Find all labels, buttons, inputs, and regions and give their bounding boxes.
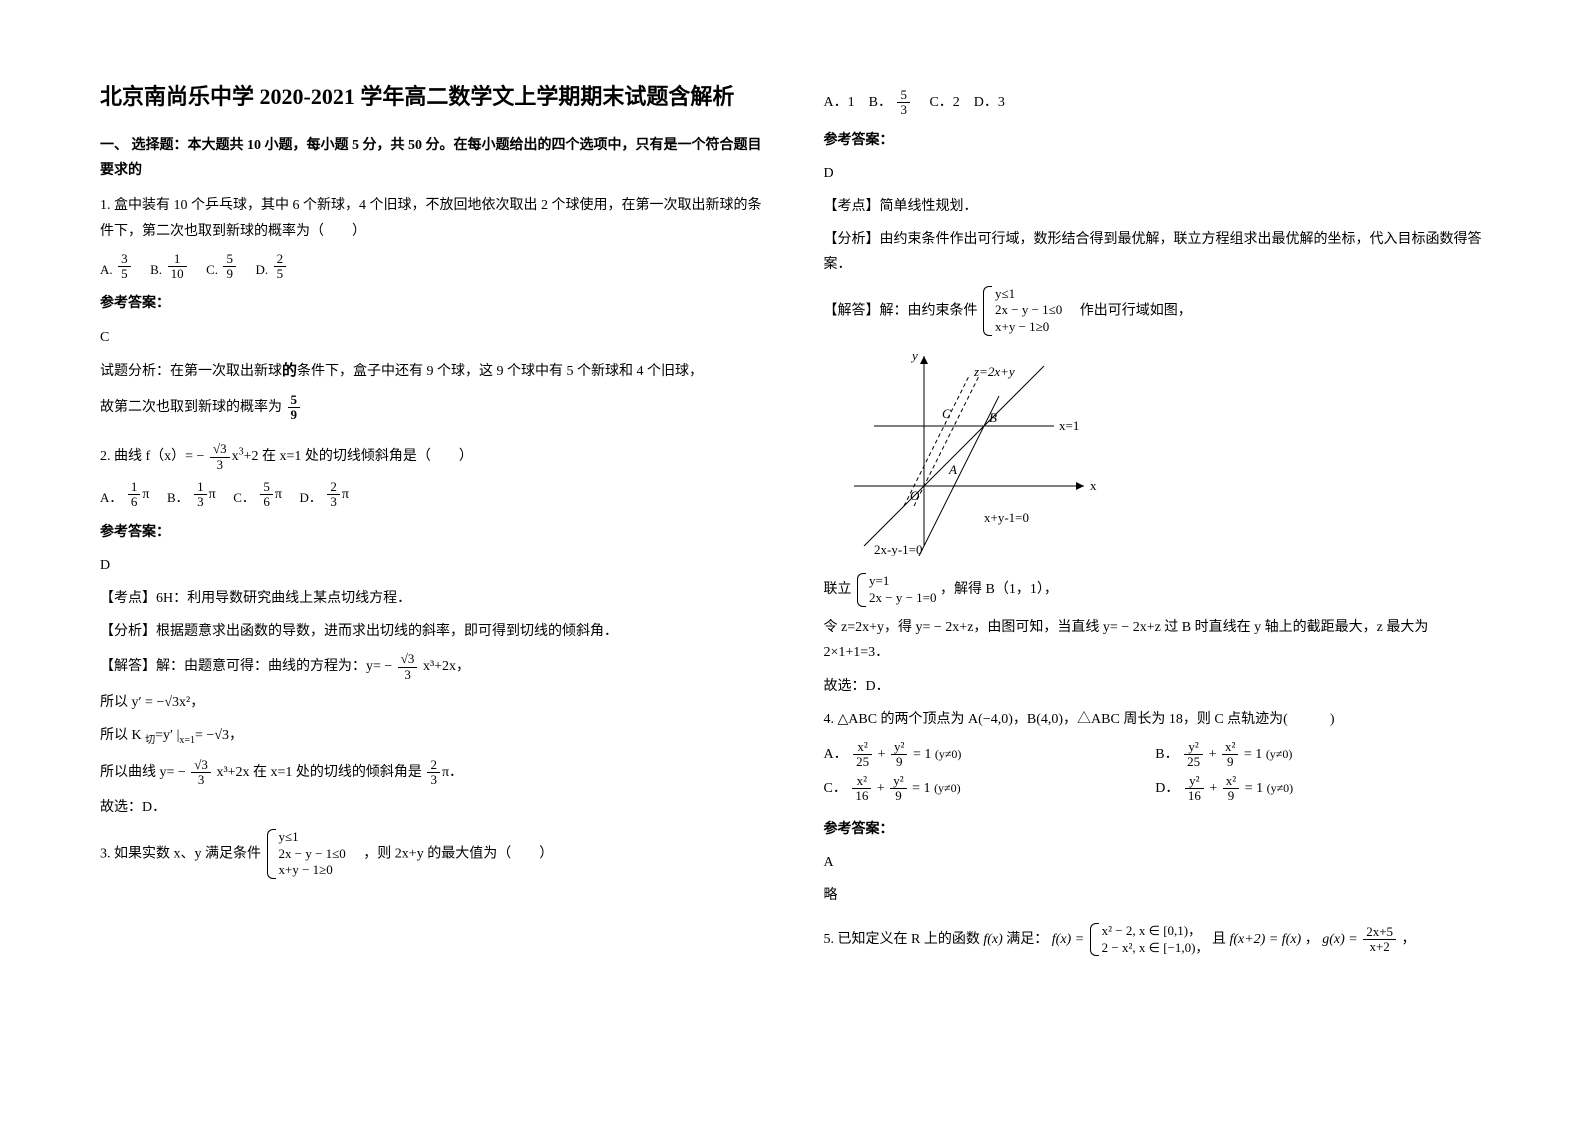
q3-stem: 3. 如果实数 x、y 满足条件 y≤1 2x − y − 1≤0 x+y − … bbox=[100, 829, 764, 880]
svg-text:B: B bbox=[989, 410, 997, 425]
q4-opt-c: C． x²16 + y²9 = 1 (y≠0) bbox=[824, 774, 1156, 804]
svg-text:2x-y-1=0: 2x-y-1=0 bbox=[874, 542, 923, 556]
q3-system-repeat: y≤1 2x − y − 1≤0 x+y − 1≥0 bbox=[981, 286, 1062, 337]
q2-options: A． 16π B． 13π C． 56π D． 23π bbox=[100, 480, 764, 510]
q3-sol1: 【解答】解：由约束条件 y≤1 2x − y − 1≤0 x+y − 1≥0 作… bbox=[824, 286, 1488, 337]
q3-system2: y=1 2x − y − 1=0 bbox=[855, 573, 937, 607]
q1-opt-d: D. 25 bbox=[255, 252, 288, 282]
q3-sol4: 故选：D． bbox=[824, 674, 1488, 699]
svg-text:x: x bbox=[1090, 478, 1097, 493]
q4-opt-a: A． x²25 + y²9 = 1 (y≠0) bbox=[824, 740, 1156, 770]
q2-answer: D bbox=[100, 553, 764, 578]
section-heading: 一、 选择题：本大题共 10 小题，每小题 5 分，共 50 分。在每小题给出的… bbox=[100, 133, 764, 183]
q2-sol3: 所以 K 切=y′ |x=1= −√3， bbox=[100, 723, 764, 750]
svg-text:z=2x+y: z=2x+y bbox=[973, 364, 1015, 379]
q4-answer-label: 参考答案： bbox=[824, 817, 1488, 842]
feasible-region-diagram: x y O x=1 x+y-1=0 2x-y-1=0 z=2x+y A B bbox=[824, 346, 1488, 565]
q2-sol2: 所以 y′ = −√3x²， bbox=[100, 690, 764, 715]
page-columns: 北京南尚乐中学 2020-2021 学年高二数学文上学期期末试题含解析 一、 选… bbox=[100, 80, 1487, 1082]
q2-answer-label: 参考答案： bbox=[100, 520, 764, 545]
q2-opt-a: A． 16π bbox=[100, 480, 149, 510]
q2-sol1: 【解答】解：由题意可得：曲线的方程为：y= − √33 x³+2x， bbox=[100, 652, 764, 682]
q2-sol5: 故选：D． bbox=[100, 795, 764, 820]
q1-answer: C bbox=[100, 325, 764, 350]
q4-opt-d: D． y²16 + x²9 = 1 (y≠0) bbox=[1155, 774, 1487, 804]
svg-text:x=1: x=1 bbox=[1059, 418, 1079, 433]
svg-text:C: C bbox=[942, 406, 951, 421]
q2-sol4: 所以曲线 y= − √33 x³+2x 在 x=1 处的切线的倾斜角是 23π． bbox=[100, 758, 764, 788]
q3-options: A．1 B． 53 C．2 D．3 bbox=[824, 88, 1488, 118]
right-column: A．1 B． 53 C．2 D．3 参考答案： D 【考点】简单线性规划． 【分… bbox=[824, 80, 1488, 1082]
q1-answer-label: 参考答案： bbox=[100, 291, 764, 316]
q1-opt-b: B. 110 bbox=[150, 252, 188, 282]
q2-tag2: 【分析】根据题意求出函数的导数，进而求出切线的斜率，即可得到切线的倾斜角． bbox=[100, 619, 764, 644]
q2-opt-b: B． 13π bbox=[167, 480, 216, 510]
page-title: 北京南尚乐中学 2020-2021 学年高二数学文上学期期末试题含解析 bbox=[100, 80, 764, 113]
q3-tag2: 【分析】由约束条件作出可行域，数形结合得到最优解，联立方程组求出最优解的坐标，代… bbox=[824, 227, 1488, 277]
q2-stem: 2. 曲线 f（x）= − √33x3+2 在 x=1 处的切线倾斜角是（ ） bbox=[100, 442, 764, 472]
q1-analysis-1: 试题分析：在第一次取出新球的条件下，盒子中还有 9 个球，这 9 个球中有 5 … bbox=[100, 358, 764, 385]
svg-text:x+y-1=0: x+y-1=0 bbox=[984, 510, 1029, 525]
q3-system: y≤1 2x − y − 1≤0 x+y − 1≥0 bbox=[265, 829, 346, 880]
q5-piecewise: x² − 2, x ∈ [0,1)， 2 − x², x ∈ [−1,0)， bbox=[1088, 923, 1209, 957]
q1-opt-a: A. 35 bbox=[100, 252, 133, 282]
q4-answer: A bbox=[824, 850, 1488, 875]
q2-tag1: 【考点】6H：利用导数研究曲线上某点切线方程． bbox=[100, 586, 764, 611]
q1-opt-c: C. 59 bbox=[206, 252, 238, 282]
svg-text:A: A bbox=[948, 462, 957, 477]
q2-opt-c: C． 56π bbox=[233, 480, 282, 510]
q2-opt-d: D． 23π bbox=[299, 480, 348, 510]
q4-opt-b: B． y²25 + x²9 = 1 (y≠0) bbox=[1155, 740, 1487, 770]
q1-stem: 1. 盒中装有 10 个乒乓球，其中 6 个新球，4 个旧球，不放回地依次取出 … bbox=[100, 193, 764, 243]
q3-answer-label: 参考答案： bbox=[824, 128, 1488, 153]
q5-stem: 5. 已知定义在 R 上的函数 f(x) 满足： f(x) = x² − 2, … bbox=[824, 923, 1488, 957]
q1-analysis-2: 故第二次也取到新球的概率为 59 bbox=[100, 393, 764, 423]
q3-sol3: 令 z=2x+y，得 y= − 2x+z，由图可知，当直线 y= − 2x+z … bbox=[824, 615, 1488, 665]
q4-stem: 4. △ABC 的两个顶点为 A(−4,0)，B(4,0)，△ABC 周长为 1… bbox=[824, 707, 1488, 732]
q4-note: 略 bbox=[824, 883, 1488, 908]
q3-tag1: 【考点】简单线性规划． bbox=[824, 194, 1488, 219]
left-column: 北京南尚乐中学 2020-2021 学年高二数学文上学期期末试题含解析 一、 选… bbox=[100, 80, 764, 1082]
q1-options: A. 35 B. 110 C. 59 D. 25 bbox=[100, 252, 764, 282]
q4-options: A． x²25 + y²9 = 1 (y≠0) B． y²25 + x²9 = … bbox=[824, 740, 1488, 807]
svg-text:y: y bbox=[910, 348, 918, 363]
q3-answer: D bbox=[824, 161, 1488, 186]
q3-sol2: 联立 y=1 2x − y − 1=0 ，解得 B（1，1）， bbox=[824, 573, 1488, 607]
